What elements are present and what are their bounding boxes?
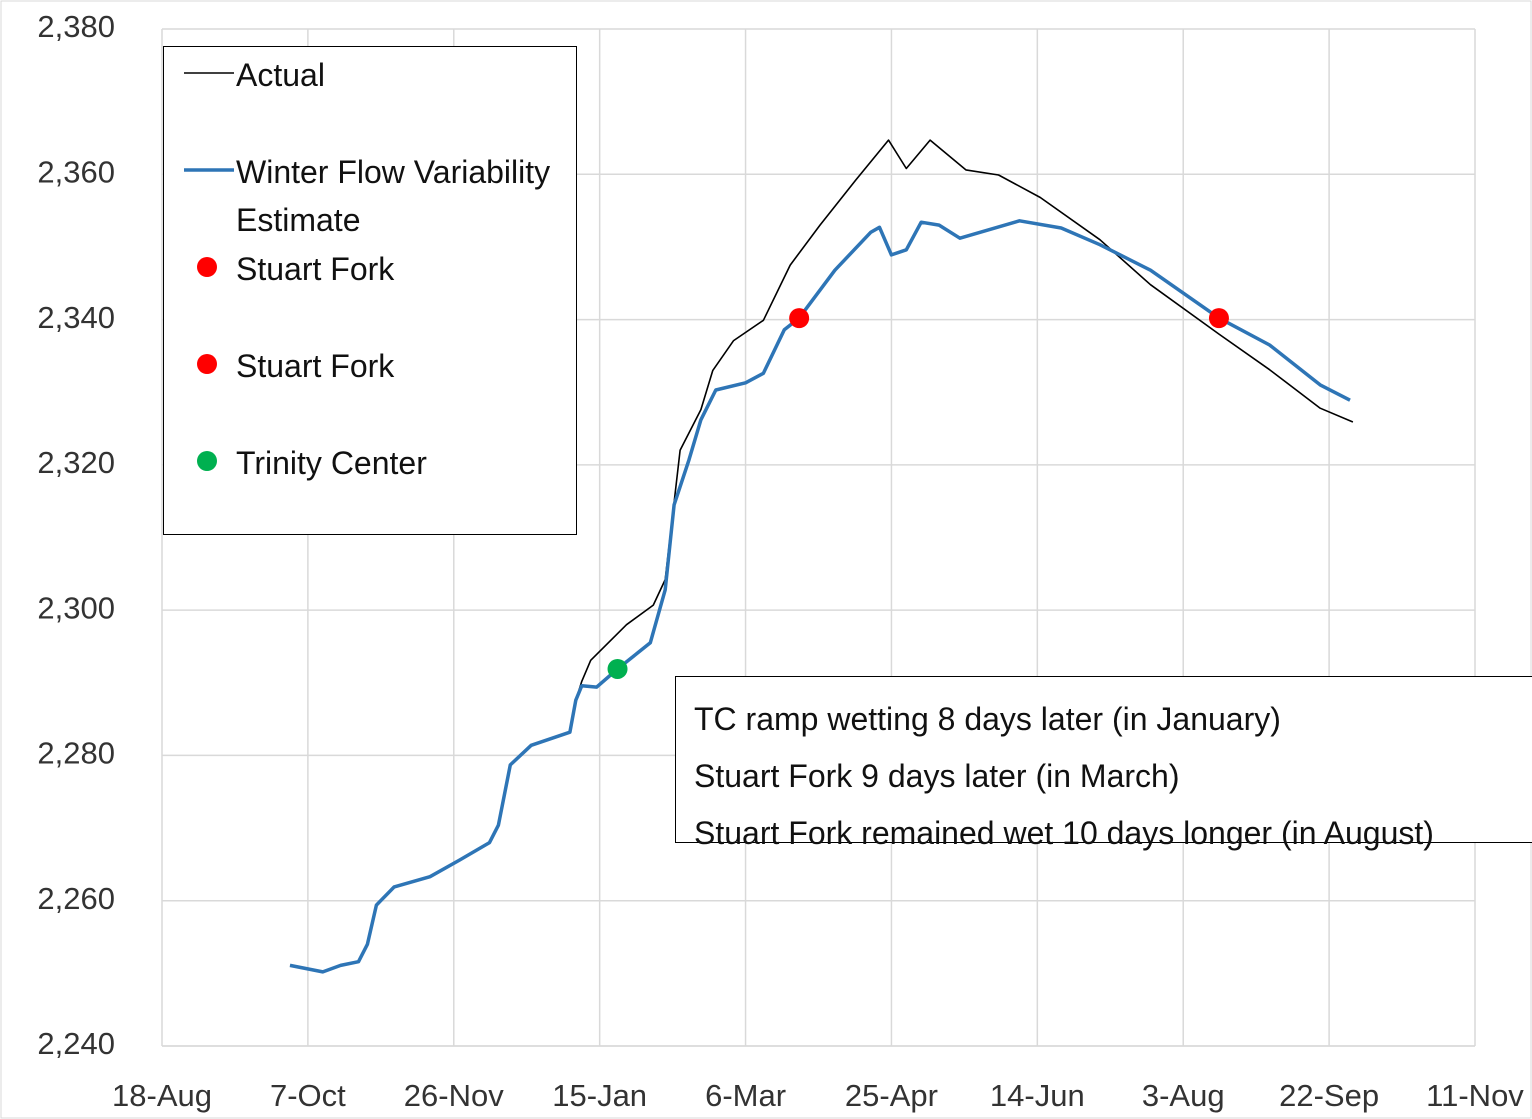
annotation-box: TC ramp wetting 8 days later (in January… — [675, 676, 1532, 851]
y-tick-label: 2,240 — [37, 1026, 115, 1061]
y-tick-label: 2,380 — [37, 9, 115, 44]
legend-marker — [197, 451, 217, 471]
x-tick-label: 18-Aug — [112, 1078, 212, 1113]
y-tick-label: 2,260 — [37, 881, 115, 916]
y-tick-label: 2,320 — [37, 445, 115, 480]
legend-key — [184, 342, 236, 382]
data-line — [289, 219, 1351, 974]
legend-marker — [197, 257, 217, 277]
x-tick-label: 11-Nov — [1426, 1078, 1524, 1113]
y-tick-label: 2,340 — [37, 300, 115, 335]
x-tick-label: 7-Oct — [270, 1078, 346, 1113]
x-tick-label: 14-Jun — [990, 1078, 1085, 1113]
annotation-line: Stuart Fork 9 days later (in March) — [694, 758, 1180, 794]
y-tick-label: 2,300 — [37, 590, 115, 625]
legend-swatch — [197, 354, 217, 374]
data-point — [789, 308, 810, 329]
x-tick-label: 25-Apr — [845, 1078, 938, 1113]
legend-key — [184, 51, 236, 91]
legend-entry: Actual — [184, 51, 566, 99]
data-point — [607, 658, 628, 679]
legend-key — [184, 439, 236, 479]
y-tick-label: 2,280 — [37, 736, 115, 771]
legend-key — [184, 245, 236, 285]
y-tick-label: 2,360 — [37, 154, 115, 189]
legend: Actual Winter Flow Variability Estimate St… — [163, 46, 577, 535]
legend-label: Winter Flow Variability Estimate — [236, 154, 551, 238]
data-point — [1208, 308, 1229, 329]
x-tick-label: 6-Mar — [705, 1078, 786, 1113]
legend-entry: Winter Flow Variability Estimate — [184, 148, 566, 244]
legend-label: Actual — [236, 57, 325, 93]
x-tick-label: 22-Sep — [1279, 1078, 1379, 1113]
legend-label: Stuart Fork — [236, 251, 395, 287]
x-tick-label: 15-Jan — [552, 1078, 647, 1113]
legend-key — [184, 148, 236, 188]
legend-label: Stuart Fork — [236, 348, 395, 384]
legend-swatch — [197, 257, 217, 277]
legend-marker — [197, 354, 217, 374]
legend-entry: Trinity Center — [184, 439, 566, 487]
legend-swatch — [184, 168, 234, 172]
legend-entry: Stuart Fork — [184, 342, 566, 390]
x-tick-label: 26-Nov — [404, 1078, 504, 1113]
x-tick-label: 3-Aug — [1142, 1078, 1225, 1113]
legend-swatch — [197, 451, 217, 471]
annotation-line: TC ramp wetting 8 days later (in January… — [694, 701, 1281, 737]
annotation-line: Stuart Fork remained wet 10 days longer … — [694, 815, 1434, 851]
legend-swatch — [184, 72, 234, 74]
legend-label: Trinity Center — [236, 445, 427, 481]
legend-entry: Stuart Fork — [184, 245, 566, 293]
